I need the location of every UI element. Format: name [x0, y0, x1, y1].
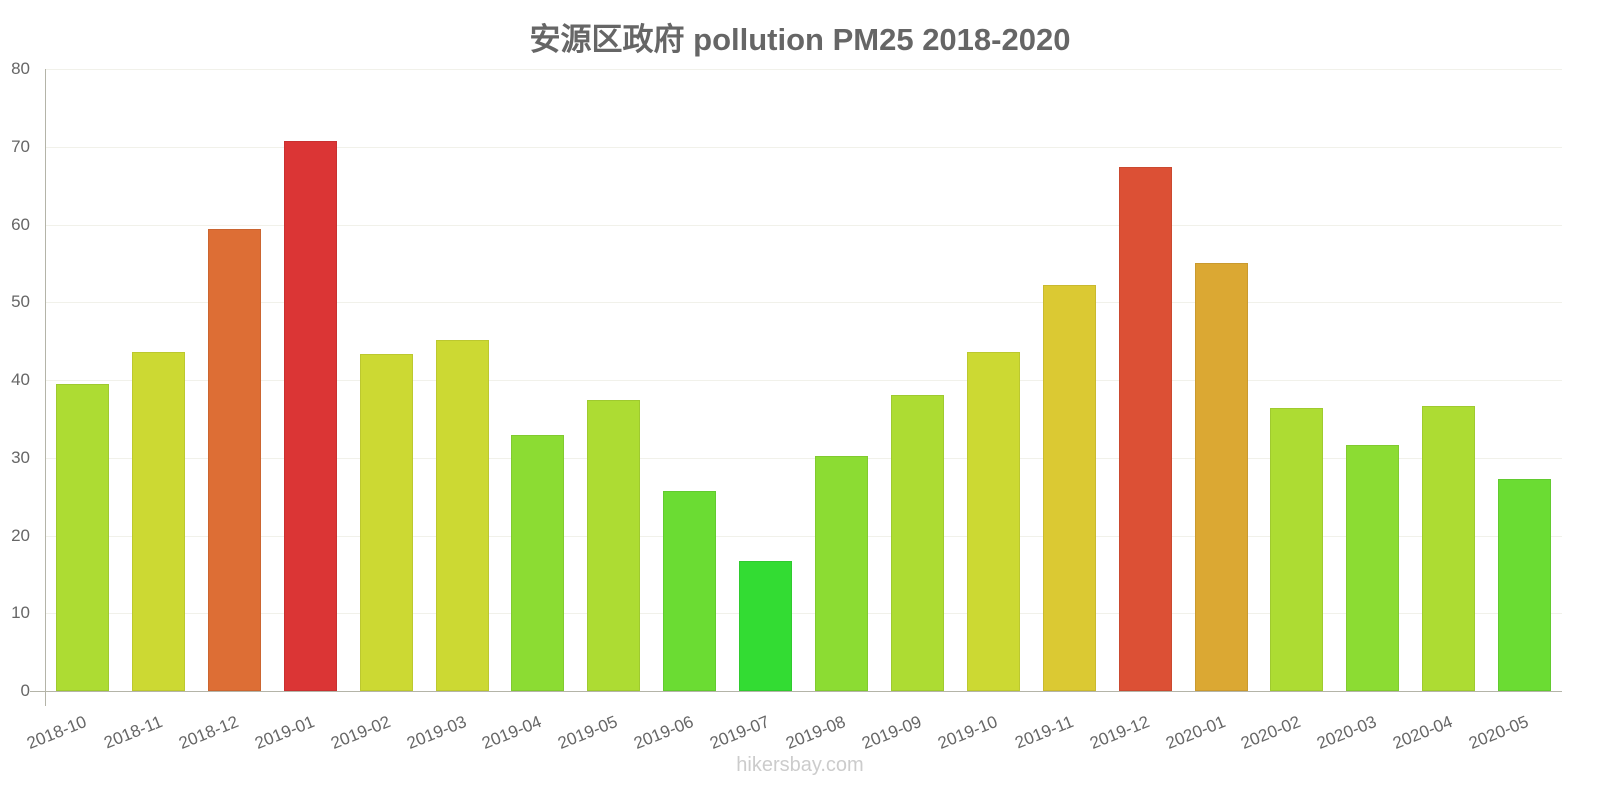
- y-tick-label: 0: [20, 681, 30, 700]
- bar-2020-05[interactable]: [1498, 478, 1552, 691]
- gridline: [45, 224, 1562, 226]
- gridline: [45, 457, 1562, 459]
- bar-2019-09[interactable]: [890, 394, 944, 691]
- bar-2019-12[interactable]: [1118, 166, 1172, 691]
- y-tick-label: 10: [11, 603, 30, 623]
- y-tick-label: 80: [11, 59, 30, 78]
- gridline: [45, 146, 1562, 148]
- bar-2019-08[interactable]: [815, 456, 868, 691]
- bar-2019-11[interactable]: [1042, 285, 1096, 691]
- gridline: [45, 613, 1562, 615]
- y-tick-label: 70: [11, 136, 30, 156]
- plot-area: [45, 69, 1562, 691]
- bar-2019-07[interactable]: [739, 561, 793, 691]
- bar-2018-12[interactable]: [207, 229, 261, 691]
- bar-2019-03[interactable]: [435, 340, 489, 691]
- bar-2020-01[interactable]: [1194, 263, 1248, 691]
- x-axis-line: [30, 691, 1562, 692]
- y-tick-label: 30: [11, 447, 30, 467]
- bar-2019-02[interactable]: [359, 354, 413, 691]
- watermark: hikersbay.com: [736, 754, 864, 776]
- y-axis-line: [45, 69, 46, 706]
- bar-2018-11[interactable]: [131, 352, 185, 691]
- bar-2020-03[interactable]: [1346, 445, 1400, 691]
- bar-2019-10[interactable]: [966, 352, 1020, 691]
- bar-2019-05[interactable]: [587, 400, 641, 691]
- bar-2019-06[interactable]: [663, 491, 717, 691]
- chart-title: 安源区政府 pollution PM25 2018-2020: [529, 22, 1071, 57]
- bar-2020-02[interactable]: [1270, 408, 1324, 691]
- y-tick-label: 60: [11, 214, 30, 234]
- gridline: [45, 302, 1562, 304]
- gridline: [45, 380, 1562, 381]
- bar-2020-04[interactable]: [1422, 405, 1476, 691]
- bar-2019-01[interactable]: [283, 141, 337, 691]
- y-tick-label: 20: [11, 525, 30, 545]
- y-tick-label: 50: [11, 292, 30, 312]
- bar-2018-10[interactable]: [56, 383, 109, 691]
- y-tick-label: 40: [11, 370, 30, 389]
- gridline: [45, 69, 1562, 70]
- gridline: [45, 535, 1562, 537]
- bar-2019-04[interactable]: [511, 435, 565, 691]
